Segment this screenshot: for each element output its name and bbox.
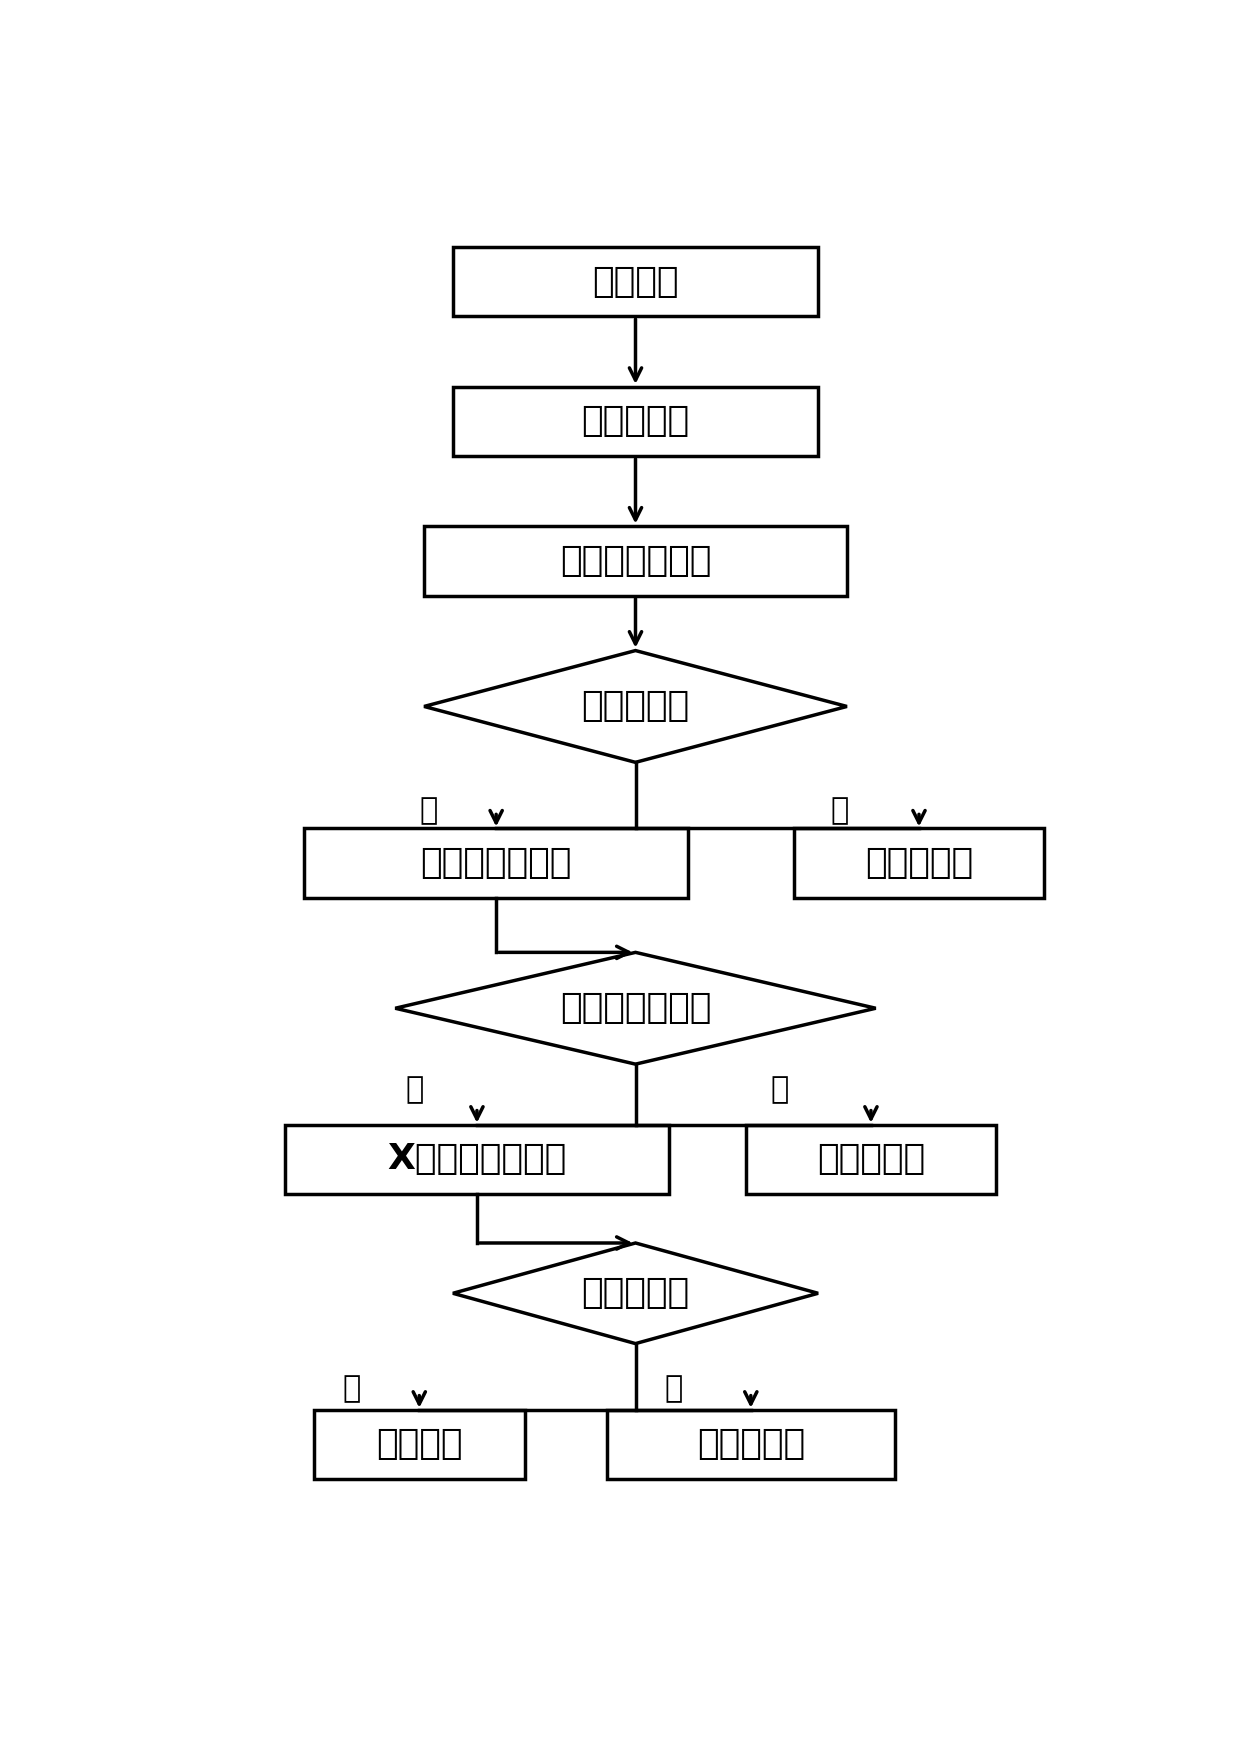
Polygon shape: [424, 650, 847, 763]
Text: 未检出石棉: 未检出石棉: [866, 847, 973, 880]
Text: 石棉衍射峰: 石棉衍射峰: [582, 1277, 689, 1310]
Bar: [453, 247, 818, 317]
Bar: [746, 1125, 996, 1193]
Bar: [314, 1409, 525, 1479]
Text: 未检出石棉: 未检出石棉: [817, 1143, 925, 1176]
Text: 纤维状粒子: 纤维状粒子: [582, 690, 689, 723]
Text: 未检出石棉: 未检出石棉: [697, 1427, 805, 1462]
Text: 检出石棉: 检出石棉: [376, 1427, 463, 1462]
Bar: [304, 827, 688, 897]
Polygon shape: [396, 953, 875, 1064]
Text: 试样采集: 试样采集: [593, 265, 678, 298]
Bar: [794, 827, 1044, 897]
Text: 有: 有: [420, 796, 438, 826]
Text: 无: 无: [830, 796, 848, 826]
Text: 有: 有: [405, 1075, 424, 1104]
Text: 体式显微镜初筛: 体式显微镜初筛: [559, 544, 712, 578]
Text: X射线衍射法分析: X射线衍射法分析: [387, 1143, 567, 1176]
Bar: [285, 1125, 670, 1193]
Bar: [453, 387, 818, 456]
Bar: [606, 1409, 895, 1479]
Text: 无: 无: [770, 1075, 789, 1104]
Text: 有: 有: [343, 1374, 361, 1402]
Polygon shape: [453, 1244, 818, 1343]
Text: 试样的制备: 试样的制备: [582, 404, 689, 439]
Bar: [424, 526, 847, 596]
Text: 偏光显微镜分析: 偏光显微镜分析: [420, 847, 572, 880]
Text: 无: 无: [665, 1374, 683, 1402]
Text: 石棉纤维状粒子: 石棉纤维状粒子: [559, 991, 712, 1026]
